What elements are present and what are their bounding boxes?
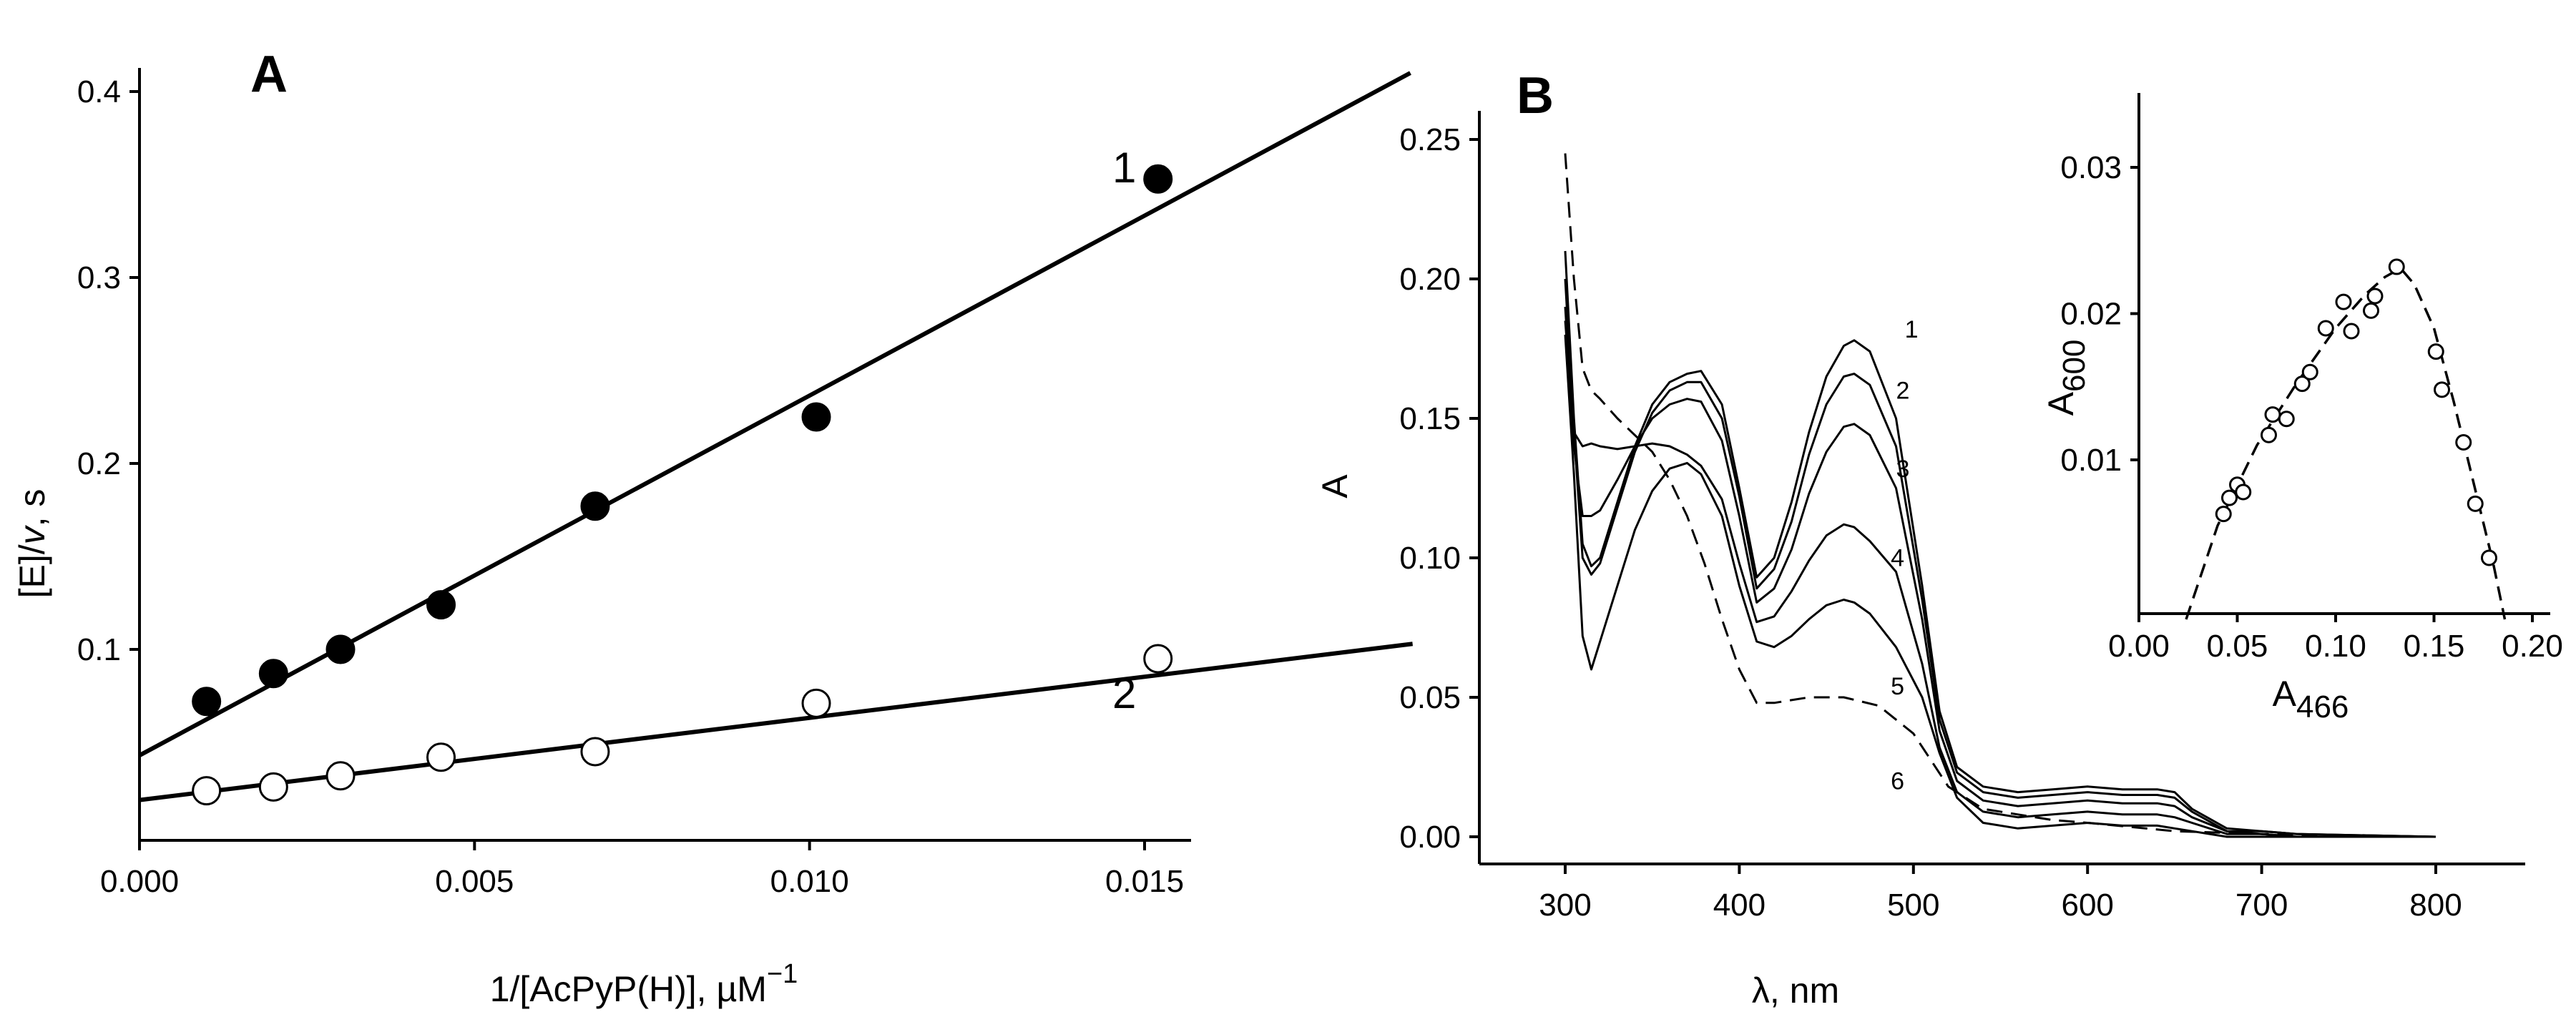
inset-y-tick-label: 0.02: [2060, 297, 2122, 332]
inset-point: [2366, 288, 2384, 305]
inset-x-tick-label: 0.10: [2305, 629, 2366, 664]
inset-y-tick-label: 0.01: [2060, 443, 2122, 478]
panel-a-x-tick-label: 0.005: [435, 864, 514, 899]
panel-a-point-series-2: [192, 776, 222, 806]
panel-b-letter: B: [1517, 67, 1554, 124]
panel-a-point-series-1: [192, 687, 222, 717]
panel-a-letter: A: [250, 46, 288, 103]
inset-x-tick-label: 0.00: [2108, 629, 2170, 664]
panel-b-curve-label-4: 4: [1891, 545, 1904, 572]
inset-point: [2434, 381, 2450, 398]
panel-b-spectrum-curve-2: [1564, 278, 2437, 838]
panel-a-point-series-1: [580, 491, 610, 521]
panel-a-x-tick-label: 0.015: [1105, 864, 1184, 899]
inset-x-axis-title: A466: [2273, 674, 2349, 724]
panel-b-spectrum-curve-1: [1564, 250, 2437, 838]
inset-point: [2467, 495, 2484, 512]
svg-text:[E]/v, s: [E]/v, s: [12, 489, 52, 599]
panel-b-x-tick-label: 800: [2409, 888, 2462, 923]
inset-point: [2455, 433, 2472, 451]
inset-y-axis-title: A600: [2041, 340, 2092, 416]
panel-b-x-tick-label: 600: [2061, 888, 2113, 923]
inset-point: [2261, 426, 2277, 443]
inset-point: [2278, 411, 2295, 428]
panel-b-inset-chart: 0.00 0.05 0.10 0.15 0.20 0.01 0.02 0.03 A466 A6…: [2041, 93, 2563, 724]
panel-b-y-tick-label: 0.10: [1399, 541, 1461, 576]
panel-a-y-axis-title: [E]/v, s: [12, 489, 52, 599]
panel-b-y-tick-label: 0.20: [1399, 262, 1461, 297]
inset-point: [2235, 483, 2252, 501]
panel-a-point-series-2: [325, 761, 356, 791]
panel-a-y-tick-label: 0.1: [77, 632, 121, 667]
panel-b-spectrum-curve-6: [1564, 153, 2437, 838]
inset-point: [2317, 320, 2334, 337]
panel-b-x-axis-title: λ, nm: [1752, 971, 1839, 1011]
inset-point: [2301, 363, 2318, 380]
panel-b-y-axis-title: A: [1315, 474, 1355, 498]
panel-a-x-tick-label: 0.010: [770, 864, 849, 899]
panel-b-y-tick-label: 0.00: [1399, 820, 1461, 855]
panel-b-y-tick-label: 0.15: [1399, 401, 1461, 436]
panel-a-point-series-1: [258, 659, 288, 689]
panel-a-point-series-2: [426, 742, 456, 772]
panel-a-line-label-2: 2: [1112, 669, 1136, 717]
inset-x-tick-label: 0.05: [2207, 629, 2268, 664]
panel-b-x-tick-label: 500: [1887, 888, 1939, 923]
panel-a-x-tick-label: 0.000: [100, 864, 179, 899]
panel-b-chart: B 300 400 500 600 700 800 0.00 0.05 0.10 0.15 0.20…: [1315, 67, 2525, 1011]
panel-a-point-series-2: [258, 772, 288, 802]
panel-a-point-series-1: [1143, 164, 1173, 194]
panel-a-point-series-2: [580, 737, 610, 767]
panel-b-x-tick-label: 400: [1713, 888, 1766, 923]
panel-b-curve-label-2: 2: [1896, 378, 1909, 405]
panel-b-x-tick-label: 300: [1539, 888, 1591, 923]
panel-a-y-tick-label: 0.2: [77, 446, 121, 481]
panel-a-point-series-1: [801, 402, 831, 432]
inset-y-tick-label: 0.03: [2060, 150, 2122, 185]
panel-a-point-series-2: [1143, 644, 1173, 674]
inset-x-tick-label: 0.15: [2404, 629, 2465, 664]
inset-point: [2264, 406, 2281, 423]
inset-point: [2363, 302, 2379, 319]
svg-text:A600: A600: [2041, 340, 2092, 416]
panel-a-chart: A 0.000 0.005 0.010 0.015 0.1 0.2 0.3 0.4 1 2 […: [12, 46, 1414, 1009]
panel-b-y-tick-label: 0.05: [1399, 680, 1461, 715]
panel-b-x-tick-label: 700: [2235, 888, 2288, 923]
panel-a-point-series-1: [426, 590, 456, 620]
panel-b-y-tick-label: 0.25: [1399, 122, 1461, 157]
inset-point: [2343, 323, 2360, 340]
inset-x-tick-label: 0.20: [2502, 629, 2563, 664]
panel-a-line-label-1: 1: [1112, 144, 1136, 192]
inset-point: [2427, 343, 2444, 360]
inset-point: [2388, 258, 2405, 275]
panel-a-y-tick-label: 0.4: [77, 74, 121, 109]
panel-b-curve-label-3: 3: [1896, 456, 1909, 483]
panel-a-point-series-2: [801, 688, 831, 718]
panel-b-spectrum-curve-5: [1564, 334, 2436, 838]
panel-b-curve-label-6: 6: [1891, 768, 1904, 795]
panel-a-point-series-1: [325, 634, 356, 664]
panel-b-curve-label-5: 5: [1891, 673, 1904, 700]
inset-point: [2481, 549, 2497, 566]
inset-point: [2293, 375, 2311, 393]
inset-point: [2221, 489, 2238, 506]
inset-point: [2215, 506, 2232, 523]
inset-point: [2335, 293, 2352, 310]
panel-b-spectrum-curve-4: [1564, 320, 2436, 838]
panel-b-curve-label-1: 1: [1905, 316, 1919, 343]
panel-a-x-axis-title: 1/[AcPyP(H)], µM−1: [490, 959, 798, 1009]
panel-a-y-tick-label: 0.3: [77, 260, 121, 295]
